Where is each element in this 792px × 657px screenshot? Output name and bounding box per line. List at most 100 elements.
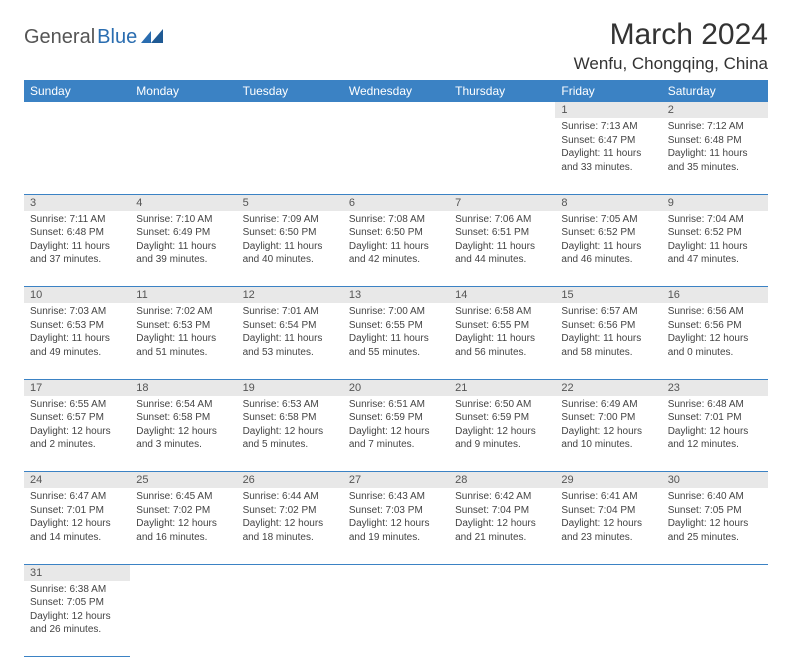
day-number xyxy=(662,564,768,581)
day-details: Sunrise: 6:58 AMSunset: 6:55 PMDaylight:… xyxy=(449,303,555,363)
day-details: Sunrise: 6:42 AMSunset: 7:04 PMDaylight:… xyxy=(449,488,555,548)
day-details: Sunrise: 6:40 AMSunset: 7:05 PMDaylight:… xyxy=(662,488,768,548)
day-details: Sunrise: 7:05 AMSunset: 6:52 PMDaylight:… xyxy=(555,211,661,271)
day-details: Sunrise: 7:06 AMSunset: 6:51 PMDaylight:… xyxy=(449,211,555,271)
day-content-row: Sunrise: 7:11 AMSunset: 6:48 PM Daylight:… xyxy=(24,211,768,287)
sunrise-text: Sunrise: 6:43 AM xyxy=(349,490,443,504)
day-number: 9 xyxy=(662,194,768,211)
sunrise-text: Sunrise: 6:58 AM xyxy=(455,305,549,319)
weekday-header: Tuesday xyxy=(237,80,343,102)
sunrise-text: Sunrise: 6:38 AM xyxy=(30,583,124,597)
day-number: 3 xyxy=(24,194,130,211)
daylight-text-2: and 25 minutes. xyxy=(668,531,762,545)
sunrise-text: Sunrise: 7:06 AM xyxy=(455,213,549,227)
logo-text-1: General xyxy=(24,26,95,49)
day-details: Sunrise: 6:57 AMSunset: 6:56 PMDaylight:… xyxy=(555,303,661,363)
day-cell: Sunrise: 7:03 AMSunset: 6:53 PMDaylight:… xyxy=(24,303,130,379)
daylight-text-2: and 37 minutes. xyxy=(30,253,124,267)
day-number: 29 xyxy=(555,472,661,489)
daylight-text-2: and 39 minutes. xyxy=(136,253,230,267)
day-cell: Sunrise: 6:44 AMSunset: 7:02 PMDaylight:… xyxy=(237,488,343,564)
sunrise-text: Sunrise: 6:56 AM xyxy=(668,305,762,319)
sunrise-text: Sunrise: 6:44 AM xyxy=(243,490,337,504)
sunrise-text: Sunrise: 7:00 AM xyxy=(349,305,443,319)
day-details: Sunrise: 6:49 AMSunset: 7:00 PMDaylight:… xyxy=(555,396,661,456)
day-cell: Sunrise: 7:13 AMSunset: 6:47 PMDaylight:… xyxy=(555,118,661,194)
sunrise-text: Sunrise: 6:53 AM xyxy=(243,398,337,412)
sunset-text: Sunset: 6:56 PM xyxy=(561,319,655,333)
daylight-text: Daylight: 11 hours xyxy=(136,240,230,254)
daylight-text: Daylight: 12 hours xyxy=(561,517,655,531)
day-number: 20 xyxy=(343,379,449,396)
sunset-text: Sunset: 7:02 PM xyxy=(243,504,337,518)
day-details: Sunrise: 7:12 AMSunset: 6:48 PMDaylight:… xyxy=(662,118,768,178)
day-cell: Sunrise: 6:53 AMSunset: 6:58 PMDaylight:… xyxy=(237,396,343,472)
sunrise-text: Sunrise: 7:01 AM xyxy=(243,305,337,319)
day-number-row: 10111213141516 xyxy=(24,287,768,304)
daylight-text-2: and 5 minutes. xyxy=(243,438,337,452)
daylight-text-2: and 16 minutes. xyxy=(136,531,230,545)
sunrise-text: Sunrise: 7:09 AM xyxy=(243,213,337,227)
day-number: 17 xyxy=(24,379,130,396)
sunset-text: Sunset: 6:53 PM xyxy=(136,319,230,333)
sunrise-text: Sunrise: 6:47 AM xyxy=(30,490,124,504)
sunset-text: Sunset: 6:58 PM xyxy=(136,411,230,425)
daylight-text: Daylight: 12 hours xyxy=(455,425,549,439)
daylight-text: Daylight: 11 hours xyxy=(243,332,337,346)
sunrise-text: Sunrise: 6:49 AM xyxy=(561,398,655,412)
day-number xyxy=(130,564,236,581)
daylight-text: Daylight: 12 hours xyxy=(561,425,655,439)
day-details: Sunrise: 6:45 AMSunset: 7:02 PMDaylight:… xyxy=(130,488,236,548)
day-number: 12 xyxy=(237,287,343,304)
day-number: 1 xyxy=(555,102,661,118)
sunrise-text: Sunrise: 7:08 AM xyxy=(349,213,443,227)
daylight-text-2: and 56 minutes. xyxy=(455,346,549,360)
daylight-text-2: and 0 minutes. xyxy=(668,346,762,360)
sunrise-text: Sunrise: 7:11 AM xyxy=(30,213,124,227)
sunrise-text: Sunrise: 7:12 AM xyxy=(668,120,762,134)
day-details: Sunrise: 7:01 AMSunset: 6:54 PMDaylight:… xyxy=(237,303,343,363)
weekday-header: Thursday xyxy=(449,80,555,102)
sunrise-text: Sunrise: 6:48 AM xyxy=(668,398,762,412)
daylight-text: Daylight: 12 hours xyxy=(243,517,337,531)
sunrise-text: Sunrise: 6:57 AM xyxy=(561,305,655,319)
day-details: Sunrise: 6:50 AMSunset: 6:59 PMDaylight:… xyxy=(449,396,555,456)
sunset-text: Sunset: 6:52 PM xyxy=(561,226,655,240)
day-cell: Sunrise: 7:11 AMSunset: 6:48 PMDaylight:… xyxy=(24,211,130,287)
sunset-text: Sunset: 6:53 PM xyxy=(30,319,124,333)
day-cell: Sunrise: 6:48 AMSunset: 7:01 PMDaylight:… xyxy=(662,396,768,472)
day-number: 15 xyxy=(555,287,661,304)
daylight-text: Daylight: 11 hours xyxy=(561,332,655,346)
daylight-text-2: and 12 minutes. xyxy=(668,438,762,452)
day-number-row: 3456789 xyxy=(24,194,768,211)
day-cell: Sunrise: 6:47 AMSunset: 7:01 PMDaylight:… xyxy=(24,488,130,564)
day-cell: Sunrise: 7:00 AMSunset: 6:55 PMDaylight:… xyxy=(343,303,449,379)
sunset-text: Sunset: 6:48 PM xyxy=(30,226,124,240)
daylight-text: Daylight: 12 hours xyxy=(243,425,337,439)
sunset-text: Sunset: 6:55 PM xyxy=(349,319,443,333)
daylight-text: Daylight: 12 hours xyxy=(668,425,762,439)
day-number: 30 xyxy=(662,472,768,489)
logo-text-2: Blue xyxy=(97,26,137,49)
logo-flag-icon xyxy=(141,29,167,47)
day-cell: Sunrise: 6:45 AMSunset: 7:02 PMDaylight:… xyxy=(130,488,236,564)
day-cell: Sunrise: 6:43 AMSunset: 7:03 PMDaylight:… xyxy=(343,488,449,564)
sunrise-text: Sunrise: 6:51 AM xyxy=(349,398,443,412)
sunset-text: Sunset: 6:54 PM xyxy=(243,319,337,333)
daylight-text: Daylight: 11 hours xyxy=(455,240,549,254)
day-cell: Sunrise: 7:06 AMSunset: 6:51 PMDaylight:… xyxy=(449,211,555,287)
daylight-text-2: and 18 minutes. xyxy=(243,531,337,545)
day-number: 24 xyxy=(24,472,130,489)
day-details: Sunrise: 7:11 AMSunset: 6:48 PMDaylight:… xyxy=(24,211,130,271)
day-cell: Sunrise: 6:40 AMSunset: 7:05 PMDaylight:… xyxy=(662,488,768,564)
sunset-text: Sunset: 7:05 PM xyxy=(30,596,124,610)
day-number xyxy=(24,102,130,118)
daylight-text-2: and 9 minutes. xyxy=(455,438,549,452)
day-number: 11 xyxy=(130,287,236,304)
day-details: Sunrise: 7:03 AMSunset: 6:53 PMDaylight:… xyxy=(24,303,130,363)
daylight-text-2: and 55 minutes. xyxy=(349,346,443,360)
sunset-text: Sunset: 6:55 PM xyxy=(455,319,549,333)
day-cell: Sunrise: 7:01 AMSunset: 6:54 PMDaylight:… xyxy=(237,303,343,379)
sunset-text: Sunset: 7:02 PM xyxy=(136,504,230,518)
sunset-text: Sunset: 6:51 PM xyxy=(455,226,549,240)
